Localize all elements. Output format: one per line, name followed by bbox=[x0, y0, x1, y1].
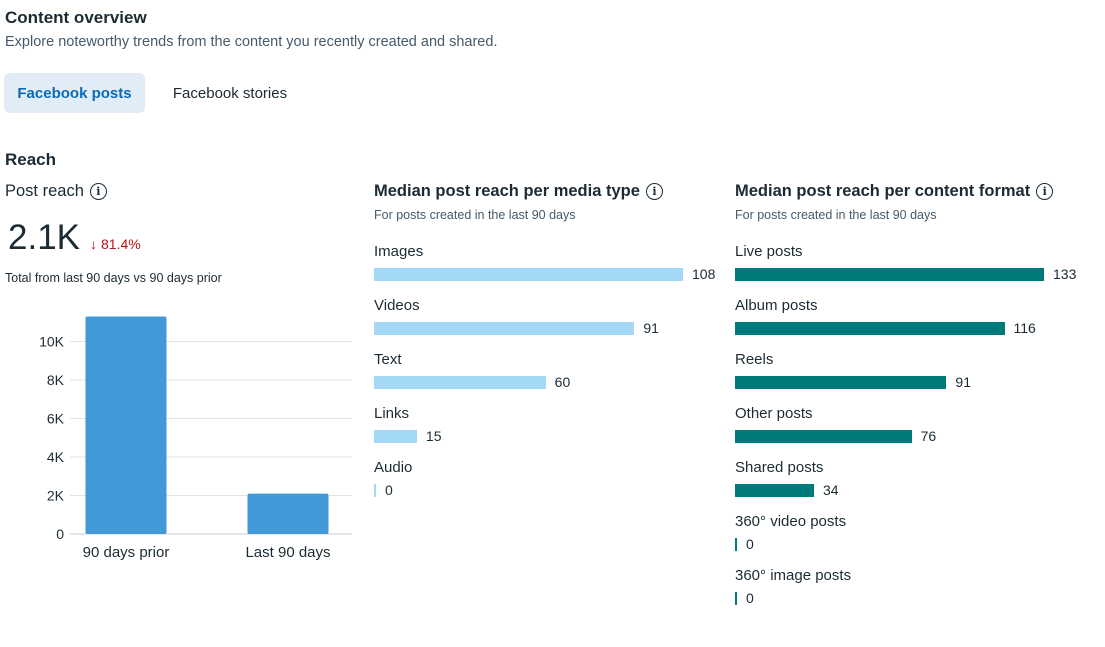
media-type-label: Links bbox=[374, 405, 410, 422]
content-format-label: 360° image posts bbox=[735, 567, 852, 584]
post-reach-caption: Total from last 90 days vs 90 days prior bbox=[5, 271, 222, 285]
content-format-value: 116 bbox=[1013, 320, 1036, 336]
content-format-label: Shared posts bbox=[735, 459, 824, 476]
chart-bar[interactable] bbox=[247, 493, 329, 534]
content-format-bar[interactable] bbox=[735, 538, 737, 551]
content-format-title: Median post reach per content format bbox=[735, 182, 1031, 200]
content-format-bar[interactable] bbox=[735, 592, 737, 605]
media-type-value: 108 bbox=[692, 266, 716, 282]
y-tick-label: 10K bbox=[39, 334, 65, 350]
media-type-value: 91 bbox=[643, 320, 659, 336]
y-tick-label: 8K bbox=[47, 372, 65, 388]
content-format-value: 76 bbox=[920, 428, 937, 444]
content-format-value: 34 bbox=[822, 482, 839, 498]
content-format-subtitle: For posts created in the last 90 days bbox=[735, 208, 937, 222]
delta-percent: 81.4% bbox=[101, 236, 141, 252]
post-reach-value: 2.1K bbox=[8, 218, 80, 257]
content-format-bar[interactable] bbox=[735, 322, 1005, 335]
x-category-label: Last 90 days bbox=[245, 544, 330, 561]
y-tick-label: 0 bbox=[56, 526, 64, 542]
media-type-label: Videos bbox=[374, 297, 420, 314]
y-tick-label: 4K bbox=[47, 449, 65, 465]
media-type-bar[interactable] bbox=[374, 484, 376, 497]
media-type-value: 60 bbox=[554, 374, 571, 390]
content-format-label: Reels bbox=[735, 351, 774, 368]
post-reach-delta: ↓ 81.4% bbox=[90, 236, 141, 252]
post-reach-chart: 0 2K 4K 6K 8K 10K 90 days prior Last 90 days bbox=[39, 316, 352, 561]
media-type-value: 0 bbox=[385, 482, 393, 498]
content-format-label: Album posts bbox=[735, 297, 818, 314]
media-type-bar[interactable] bbox=[374, 430, 417, 443]
content-format-value: 0 bbox=[746, 590, 754, 606]
tab-facebook-posts[interactable]: Facebook posts bbox=[4, 73, 145, 113]
page-subtitle: Explore noteworthy trends from the conte… bbox=[5, 34, 498, 50]
arrow-down-icon: ↓ bbox=[90, 236, 97, 252]
info-icon[interactable]: i bbox=[645, 183, 663, 200]
media-type-label: Images bbox=[374, 243, 424, 260]
content-format-bar[interactable] bbox=[735, 484, 814, 497]
media-type-subtitle: For posts created in the last 90 days bbox=[374, 208, 576, 222]
chart-bar[interactable] bbox=[85, 316, 167, 534]
x-category-label: 90 days prior bbox=[83, 544, 170, 561]
media-type-bar[interactable] bbox=[374, 268, 683, 281]
media-type-heading: Median post reach per media type i bbox=[374, 182, 663, 201]
content-format-bar[interactable] bbox=[735, 268, 1044, 281]
post-reach-heading: Post reach i bbox=[5, 182, 107, 201]
info-icon[interactable]: i bbox=[89, 183, 107, 200]
page-title: Content overview bbox=[5, 8, 147, 27]
media-type-label: Text bbox=[374, 351, 402, 368]
content-format-label: 360° video posts bbox=[735, 513, 847, 530]
info-icon[interactable]: i bbox=[1036, 183, 1054, 200]
content-format-value: 0 bbox=[746, 536, 754, 552]
media-type-bar[interactable] bbox=[374, 322, 635, 335]
y-tick-label: 6K bbox=[47, 411, 65, 427]
content-format-label: Other posts bbox=[735, 405, 813, 422]
y-tick-label: 2K bbox=[47, 488, 65, 504]
content-format-value: 91 bbox=[955, 374, 971, 390]
media-type-label: Audio bbox=[374, 459, 413, 476]
media-type-title: Median post reach per media type bbox=[374, 182, 640, 200]
media-type-bar[interactable] bbox=[374, 376, 546, 389]
content-format-bar[interactable] bbox=[735, 430, 912, 443]
content-format-heading: Median post reach per content format i bbox=[735, 182, 1054, 201]
content-format-value: 133 bbox=[1053, 266, 1077, 282]
media-type-value: 15 bbox=[425, 428, 442, 444]
content-format-label: Live posts bbox=[735, 243, 803, 260]
tab-facebook-stories[interactable]: Facebook stories bbox=[172, 84, 288, 102]
section-title-reach: Reach bbox=[5, 150, 57, 169]
post-reach-title: Post reach bbox=[5, 182, 84, 200]
content-format-bar[interactable] bbox=[735, 376, 947, 389]
